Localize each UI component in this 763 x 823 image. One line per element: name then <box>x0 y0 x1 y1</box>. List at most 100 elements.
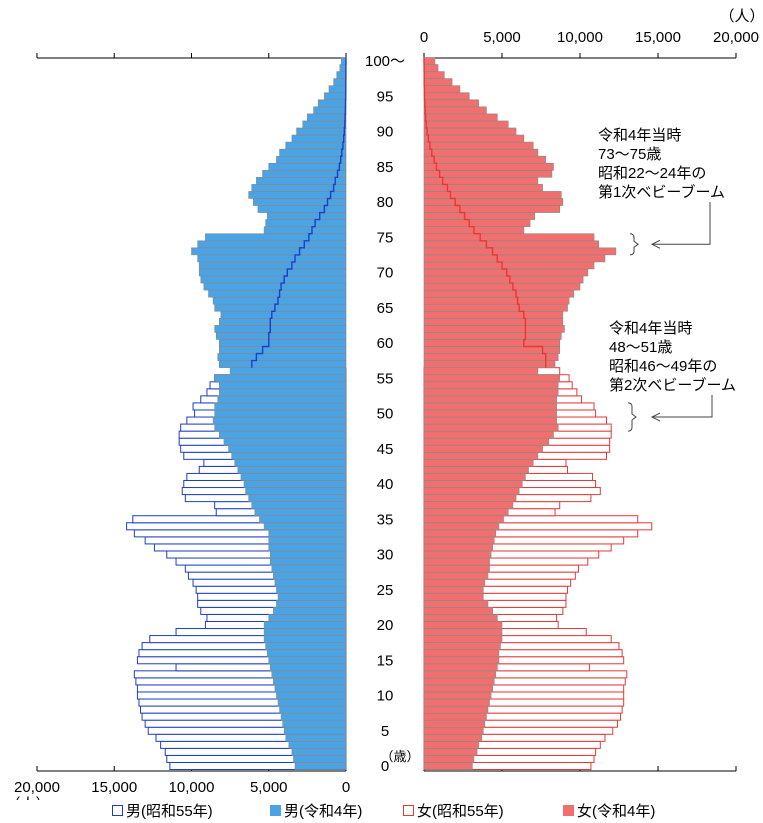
x-tick-label-right-4: 20,000 <box>713 29 759 46</box>
bar-3-age-28 <box>423 564 490 573</box>
bar-3-age-26 <box>423 578 486 587</box>
bar-1-age-62 <box>214 325 347 333</box>
age-tick-label-19: 95 <box>377 88 394 105</box>
annotation-arrow-1 <box>652 202 711 245</box>
bar-1-age-96 <box>328 85 347 94</box>
bar-1-age-28 <box>271 564 347 573</box>
bar-3-age-58 <box>423 353 559 361</box>
bar-1-age-72 <box>197 254 347 263</box>
bar-3-age-85 <box>423 162 554 171</box>
bar-1-age-90 <box>296 127 347 136</box>
bar-3-age-25 <box>423 585 484 594</box>
bar-1-age-93 <box>313 106 347 115</box>
bar-3-age-13 <box>423 670 497 679</box>
bar-1-age-13 <box>271 670 347 679</box>
bar-1-age-30 <box>269 550 347 559</box>
bar-3-age-75 <box>423 233 595 242</box>
bar-3-age-23 <box>423 600 489 608</box>
bar-3-age-82 <box>423 184 543 192</box>
unit-label-top: （人） <box>719 8 763 25</box>
bar-1-age-12 <box>273 677 347 686</box>
bar-3-age-90 <box>423 127 517 136</box>
bar-1-age-97 <box>333 78 347 86</box>
bar-1-age-53 <box>219 388 347 397</box>
bar-3-age-57 <box>423 360 556 368</box>
bar-1-age-22 <box>273 607 347 615</box>
bar-1-age-16 <box>266 649 347 658</box>
bar-1-age-85 <box>268 162 347 171</box>
bar-3-age-86 <box>423 155 546 164</box>
bar-1-age-76 <box>263 226 347 235</box>
bar-1-age-61 <box>215 332 347 340</box>
legend-swatch-female-r4 <box>563 805 574 816</box>
bar-3-age-11 <box>423 684 493 693</box>
x-tick-label-left-2: 10,000 <box>169 779 215 796</box>
bar-1-age-33 <box>268 529 347 538</box>
bar-1-age-27 <box>273 571 347 580</box>
age-tick-label-1: 5 <box>381 723 389 740</box>
bar-3-age-66 <box>423 296 570 305</box>
annotation-arrowhead-1 <box>650 239 661 249</box>
bar-1-age-66 <box>212 296 347 305</box>
bar-1-age-10 <box>276 691 347 700</box>
bar-1-age-82 <box>251 184 347 192</box>
bar-3-age-80 <box>423 198 564 206</box>
bar-3-age-36 <box>423 508 509 517</box>
bar-1-age-77 <box>265 219 347 227</box>
bar-1-age-78 <box>266 212 347 220</box>
bar-3-age-100 <box>423 57 436 65</box>
bar-3-age-15 <box>423 656 500 665</box>
bar-1-age-46 <box>223 437 347 446</box>
bar-3-age-24 <box>423 592 484 601</box>
bar-3-age-60 <box>423 339 561 347</box>
bar-3-age-48 <box>423 423 559 432</box>
bar-3-age-56 <box>423 367 539 376</box>
bar-3-age-32 <box>423 536 495 545</box>
overlay-line-1 <box>423 57 547 368</box>
legend-item-male-s55: 男(昭和55年) <box>112 800 213 821</box>
legend-label-female-s55: 女(昭和55年) <box>417 803 504 820</box>
bar-3-age-8 <box>423 705 489 714</box>
age-tick-label-10: 50 <box>377 406 394 423</box>
bar-3-age-42 <box>423 466 529 474</box>
bar-1-age-60 <box>219 339 347 347</box>
bar-3-age-67 <box>423 289 575 298</box>
bar-1-age-86 <box>276 155 347 164</box>
bar-1-age-2 <box>291 748 347 756</box>
legend-label-male-r4: 男(令和4年) <box>284 803 363 820</box>
age-tick-label-14: 70 <box>377 265 394 282</box>
bar-3-age-51 <box>423 402 557 411</box>
bar-1-age-37 <box>251 501 347 509</box>
bar-3-age-52 <box>423 395 557 404</box>
bar-1-age-31 <box>268 543 347 552</box>
bar-3-age-1 <box>423 755 475 763</box>
bar-1-age-38 <box>248 494 347 502</box>
bar-3-age-5 <box>423 726 484 735</box>
age-tick-label-15: 75 <box>377 229 394 246</box>
bar-3-age-10 <box>423 691 492 700</box>
bar-3-age-37 <box>423 501 514 509</box>
x-tick-label-left-0: 20,000 <box>14 779 60 796</box>
bar-1-age-0 <box>294 762 347 770</box>
bar-3-age-31 <box>423 543 493 552</box>
bar-3-age-2 <box>423 748 478 756</box>
bar-1-age-52 <box>217 395 347 404</box>
bar-3-age-65 <box>423 303 568 312</box>
bar-3-age-7 <box>423 712 487 721</box>
bar-3-age-20 <box>423 621 503 629</box>
bar-3-age-69 <box>423 275 584 284</box>
bar-3-age-38 <box>423 494 517 502</box>
bar-3-age-4 <box>423 733 483 742</box>
bar-3-age-96 <box>423 85 461 94</box>
bar-3-age-88 <box>423 141 534 150</box>
legend-item-female-s55: 女(昭和55年) <box>403 800 504 821</box>
chart-legend: 男(昭和55年) 男(令和4年) 女(昭和55年) 女(令和4年) <box>0 800 763 822</box>
bar-3-age-14 <box>423 663 498 672</box>
age-tick-label-5: 25 <box>377 582 394 599</box>
bar-1-age-36 <box>254 508 347 517</box>
bar-3-age-70 <box>423 268 589 277</box>
x-tick-label-right-3: 15,000 <box>635 29 681 46</box>
legend-item-male-r4: 男(令和4年) <box>270 800 362 821</box>
bar-3-age-63 <box>423 318 564 326</box>
bar-1-age-26 <box>274 578 347 587</box>
